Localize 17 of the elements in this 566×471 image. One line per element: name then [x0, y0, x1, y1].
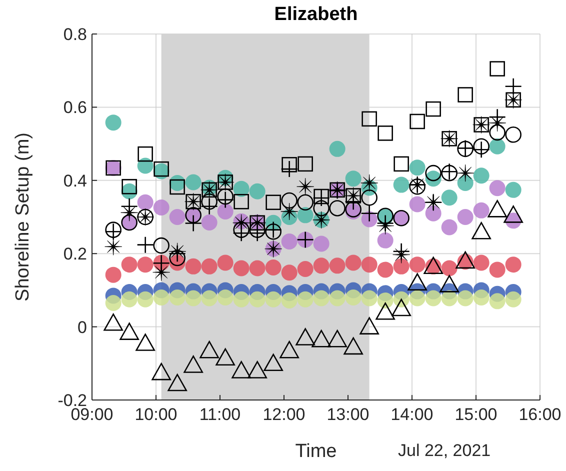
chart-title: Elizabeth — [273, 4, 359, 26]
x-tick-label: 11:00 — [199, 405, 241, 424]
y-tick-label: 0.4 — [63, 171, 87, 190]
x-tick-label: 15:00 — [454, 405, 498, 424]
x-tick-label: 09:00 — [70, 405, 114, 424]
y-tick-label: 0.6 — [63, 98, 87, 118]
x-tick-label: 12:00 — [262, 405, 306, 424]
y-axis-title: Shoreline Setup (m) — [12, 132, 34, 302]
x-tick-label: 13:00 — [326, 405, 370, 424]
text: Jul 22, 2021 — [398, 441, 491, 461]
x-tick-label: 10:00 — [134, 405, 178, 424]
x-tick-label: 16:00 — [518, 405, 562, 424]
y-tick-label: 0.8 — [63, 25, 87, 44]
y-tick-label: 0.2 — [63, 244, 87, 264]
x-axis-title: Time — [295, 441, 337, 462]
x-tick-label: 14:00 — [390, 405, 434, 424]
y-tick-label: 0 — [78, 318, 87, 337]
